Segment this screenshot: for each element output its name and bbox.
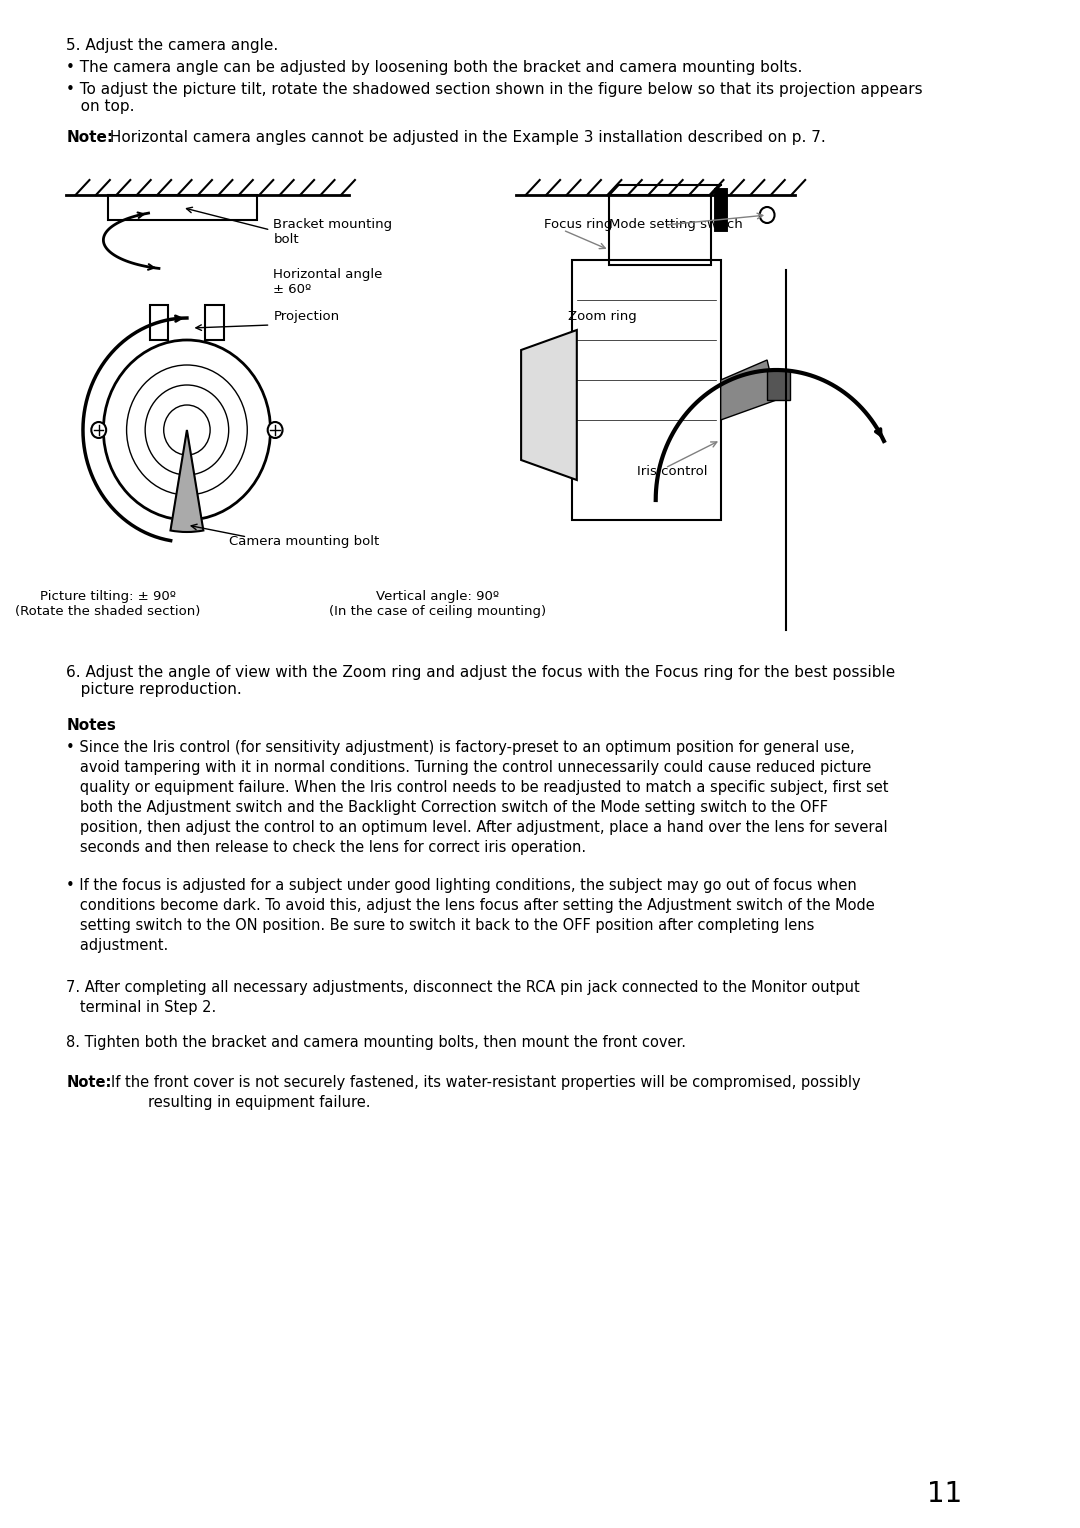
Text: Horizontal angle
± 60º: Horizontal angle ± 60º [273, 267, 382, 296]
Text: terminal in Step 2.: terminal in Step 2. [66, 999, 216, 1015]
Text: • Since the Iris control (for sensitivity adjustment) is factory-preset to an op: • Since the Iris control (for sensitivit… [66, 740, 855, 755]
Text: resulting in equipment failure.: resulting in equipment failure. [111, 1096, 370, 1109]
Text: quality or equipment failure. When the Iris control needs to be readjusted to ma: quality or equipment failure. When the I… [66, 779, 889, 795]
Text: 6. Adjust the angle of view with the Zoom ring and adjust the focus with the Foc: 6. Adjust the angle of view with the Zoo… [66, 665, 895, 697]
Text: 7. After completing all necessary adjustments, disconnect the RCA pin jack conne: 7. After completing all necessary adjust… [66, 979, 860, 995]
Text: Vertical angle: 90º
(In the case of ceiling mounting): Vertical angle: 90º (In the case of ceil… [329, 590, 546, 617]
Text: Note:: Note: [66, 130, 113, 145]
Text: Picture tilting: ± 90º
(Rotate the shaded section): Picture tilting: ± 90º (Rotate the shade… [15, 590, 201, 617]
Text: 8. Tighten both the bracket and camera mounting bolts, then mount the front cove: 8. Tighten both the bracket and camera m… [66, 1034, 686, 1050]
Polygon shape [522, 330, 577, 480]
Text: Bracket mounting
bolt: Bracket mounting bolt [273, 219, 392, 246]
Bar [108, 196, 257, 220]
Text: adjustment.: adjustment. [66, 938, 168, 953]
Text: Horizontal camera angles cannot be adjusted in the Example 3 installation descri: Horizontal camera angles cannot be adjus… [105, 130, 826, 145]
Text: • If the focus is adjusted for a subject under good lighting conditions, the sub: • If the focus is adjusted for a subject… [66, 879, 858, 892]
Text: position, then adjust the control to an optimum level. After adjustment, place a: position, then adjust the control to an … [66, 821, 888, 834]
Text: 5. Adjust the camera angle.: 5. Adjust the camera angle. [66, 38, 279, 53]
Text: Notes: Notes [66, 718, 117, 733]
Text: Mode setting switch: Mode setting switch [609, 219, 743, 231]
Circle shape [92, 422, 106, 439]
Bar [767, 370, 791, 400]
Text: Zoom ring: Zoom ring [567, 310, 636, 322]
Wedge shape [171, 429, 203, 532]
Text: avoid tampering with it in normal conditions. Turning the control unnecessarily : avoid tampering with it in normal condit… [66, 759, 872, 775]
Text: Camera mounting bolt: Camera mounting bolt [229, 535, 379, 549]
Text: both the Adjustment switch and the Backlight Correction switch of the Mode setti: both the Adjustment switch and the Backl… [66, 801, 828, 814]
Text: Note:: Note: [66, 1076, 111, 1089]
Text: Iris control: Iris control [637, 465, 707, 478]
Text: 11: 11 [927, 1481, 962, 1508]
Bar [609, 196, 712, 264]
Text: conditions become dark. To avoid this, adjust the lens focus after setting the A: conditions become dark. To avoid this, a… [66, 898, 875, 914]
Polygon shape [720, 361, 777, 420]
Bar [205, 306, 224, 341]
Text: • To adjust the picture tilt, rotate the shadowed section shown in the figure be: • To adjust the picture tilt, rotate the… [66, 83, 923, 115]
Text: Focus ring: Focus ring [544, 219, 612, 231]
Circle shape [268, 422, 283, 439]
Text: If the front cover is not securely fastened, its water-resistant properties will: If the front cover is not securely faste… [111, 1076, 861, 1089]
Text: setting switch to the ON position. Be sure to switch it back to the OFF position: setting switch to the ON position. Be su… [66, 918, 814, 934]
Text: seconds and then release to check the lens for correct iris operation.: seconds and then release to check the le… [66, 840, 586, 856]
Bar [150, 306, 168, 341]
Text: Projection: Projection [273, 310, 339, 322]
Text: • The camera angle can be adjusted by loosening both the bracket and camera moun: • The camera angle can be adjusted by lo… [66, 60, 802, 75]
